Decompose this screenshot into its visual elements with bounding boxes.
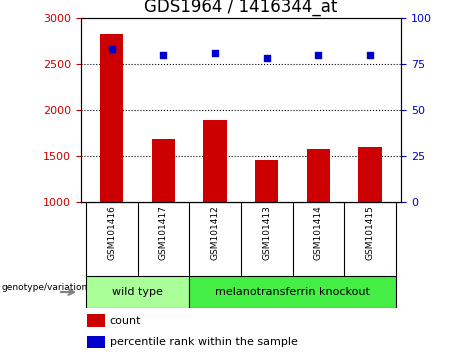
Point [211,50,219,56]
Point [366,52,374,57]
Text: GSM101413: GSM101413 [262,205,271,261]
Text: wild type: wild type [112,287,163,297]
Bar [87,336,105,348]
Point [263,55,271,61]
Text: GSM101414: GSM101414 [314,205,323,260]
Text: GSM101416: GSM101416 [107,205,116,261]
Bar [100,34,123,294]
Bar [152,139,175,294]
Title: GDS1964 / 1416344_at: GDS1964 / 1416344_at [144,0,337,16]
Point [108,46,115,52]
Text: count: count [110,316,141,326]
Text: percentile rank within the sample: percentile rank within the sample [110,337,297,347]
Text: GSM101415: GSM101415 [366,205,375,261]
Text: genotype/variation: genotype/variation [1,283,88,292]
Bar [359,148,382,294]
Bar [203,120,227,294]
Bar [189,276,396,308]
Point [160,52,167,57]
Text: melanotransferrin knockout: melanotransferrin knockout [215,287,370,297]
Text: GSM101417: GSM101417 [159,205,168,261]
Bar [86,276,189,308]
Text: GSM101412: GSM101412 [211,205,219,260]
Bar [87,314,105,327]
Bar [255,160,278,294]
Point [315,52,322,57]
Bar [307,149,330,294]
